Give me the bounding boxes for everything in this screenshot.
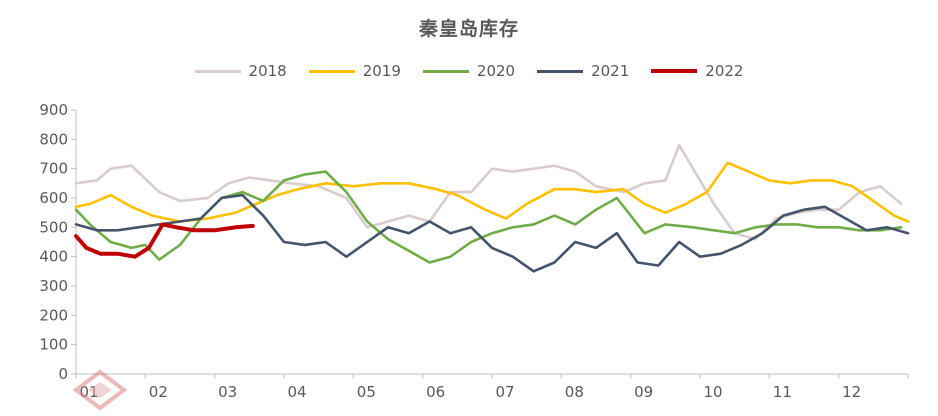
- legend-item-2018: 2018: [194, 62, 287, 80]
- y-tick-label: 700: [39, 160, 68, 178]
- legend-label: 2020: [476, 62, 516, 80]
- legend-swatch: [651, 69, 698, 73]
- legend-item-2021: 2021: [537, 62, 629, 80]
- legend-item-2020: 2020: [422, 62, 516, 80]
- legend-swatch: [308, 69, 355, 73]
- x-tick-label: 04: [287, 383, 306, 401]
- y-tick-label: 100: [39, 336, 68, 354]
- y-tick-label: 0: [58, 365, 68, 383]
- legend-swatch: [422, 69, 469, 73]
- y-tick-label: 500: [39, 218, 68, 236]
- y-tick-label: 800: [39, 130, 68, 148]
- legend-label: 2019: [362, 62, 401, 80]
- y-tick-label: 200: [39, 306, 68, 324]
- legend-swatch: [537, 69, 584, 73]
- legend-label: 2018: [248, 62, 287, 80]
- x-tick-label: 03: [218, 383, 237, 401]
- y-tick-label: 400: [39, 248, 68, 266]
- x-tick-label: 09: [634, 383, 653, 401]
- series-line-2021: [74, 193, 910, 273]
- series-line-2022: [74, 222, 255, 259]
- x-tick-label: 02: [149, 383, 168, 401]
- y-tick-label: 900: [39, 101, 68, 119]
- legend-item-2019: 2019: [308, 62, 401, 80]
- chart-title: 秦皇岛库存: [418, 18, 519, 40]
- x-tick-label: 12: [842, 383, 861, 401]
- series-line-2019: [74, 161, 910, 223]
- legend-swatch: [194, 69, 241, 73]
- legend-item-2022: 2022: [651, 62, 743, 80]
- x-tick-label: 08: [565, 383, 584, 401]
- legend-label: 2021: [591, 62, 630, 80]
- legend: 2018 2019 2020 2021 2022: [0, 62, 938, 80]
- legend-label: 2022: [705, 62, 744, 80]
- x-tick-label: 06: [426, 383, 445, 401]
- x-tick-label: 07: [495, 383, 514, 401]
- x-tick-label: 10: [703, 383, 722, 401]
- y-tick-label: 600: [39, 189, 68, 207]
- watermark-logo: [72, 369, 128, 411]
- x-tick-label: 05: [357, 383, 376, 401]
- y-tick-label: 300: [39, 277, 68, 295]
- x-tick-label: 11: [773, 383, 792, 401]
